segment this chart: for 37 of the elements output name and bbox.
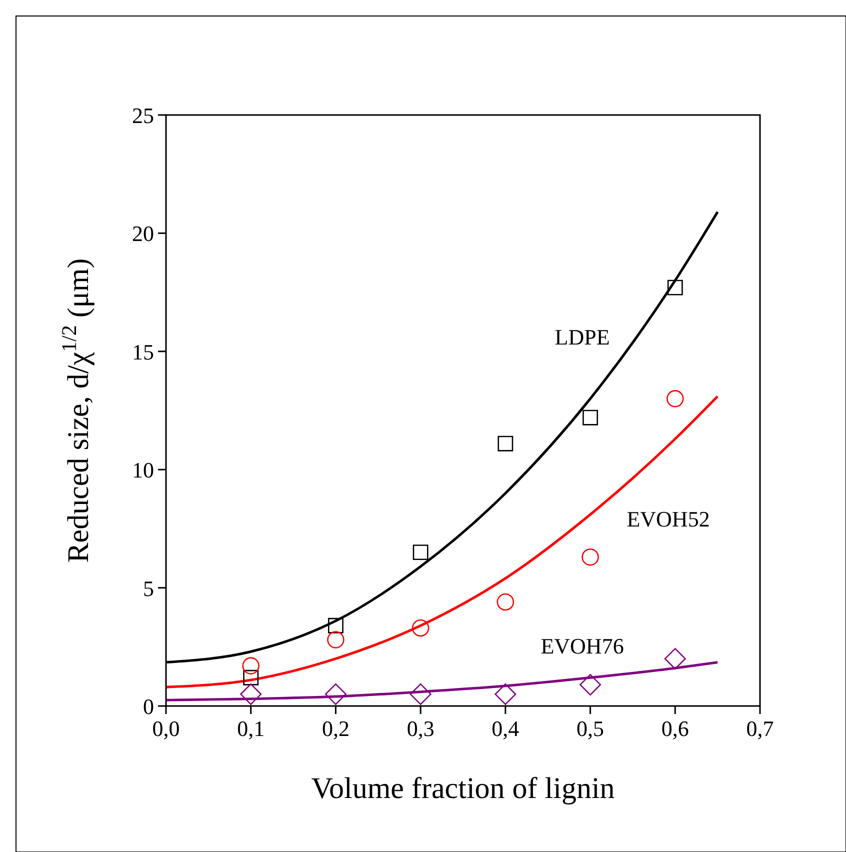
point: [494, 683, 516, 705]
point: [580, 674, 602, 696]
point: [324, 683, 346, 705]
point: [582, 548, 599, 566]
y-tick-label: 20: [132, 221, 154, 246]
y-tick-label: 25: [132, 103, 154, 128]
point: [240, 683, 262, 705]
point: [243, 670, 259, 686]
point: [412, 619, 430, 637]
point: [412, 544, 428, 560]
y-tick-label: 0: [143, 694, 154, 719]
x-tick-label: 0,3: [406, 716, 434, 741]
x-tick-label: 0,4: [492, 716, 520, 741]
y-tick-label: 5: [143, 576, 154, 601]
point: [327, 631, 344, 648]
point: [498, 436, 514, 452]
point: [582, 410, 598, 426]
point: [667, 280, 683, 296]
line-series: [164, 395, 719, 688]
series-label: LDPE: [554, 324, 610, 350]
y-tick-label: 15: [132, 339, 154, 364]
point: [242, 657, 260, 674]
x-tick-label: 0,5: [576, 716, 604, 741]
x-tick-label: 0,7: [746, 716, 774, 741]
point: [666, 390, 684, 408]
point: [664, 648, 686, 670]
y-tick-label: 10: [132, 458, 154, 483]
x-tick-label: 0,0: [152, 716, 180, 741]
series-label: EVOH76: [540, 634, 624, 659]
x-tick-label: 0,1: [237, 716, 265, 741]
series-label: EVOH52: [626, 506, 710, 532]
point: [496, 593, 514, 611]
point: [328, 618, 344, 634]
x-axis-title: Volume fraction of lignin: [311, 772, 615, 805]
x-tick-label: 0,6: [661, 716, 689, 741]
point: [410, 683, 432, 705]
x-tick-label: 0,2: [322, 716, 350, 741]
